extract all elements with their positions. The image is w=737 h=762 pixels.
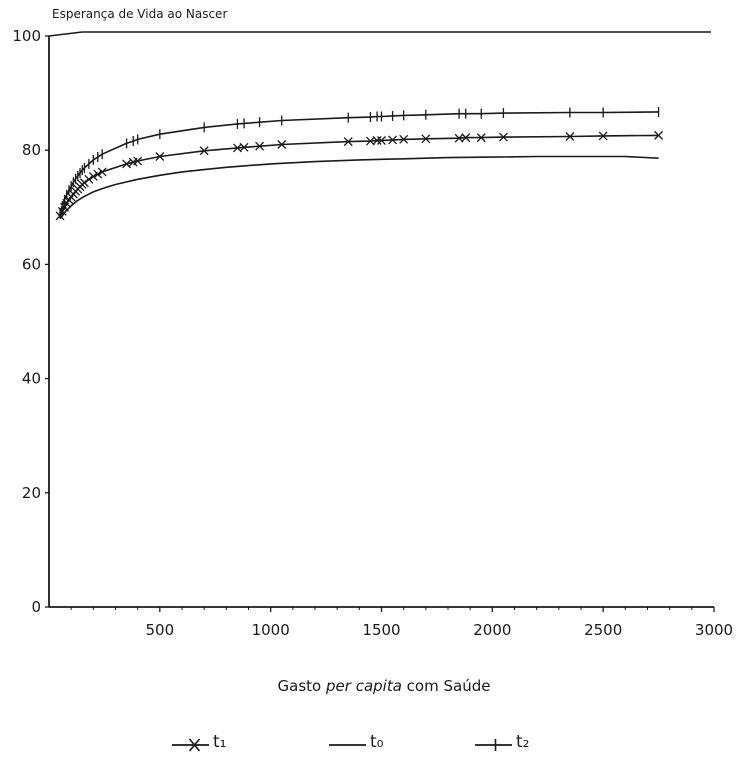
series-t1-point bbox=[255, 141, 265, 151]
y-tick-label: 60 bbox=[22, 255, 41, 273]
series-t0-line bbox=[59, 155, 659, 220]
y-tick-label: 100 bbox=[12, 27, 41, 45]
legend-marker bbox=[188, 738, 201, 752]
series-t1-point bbox=[399, 134, 409, 144]
series-t0 bbox=[59, 155, 659, 220]
y-tick-label: 40 bbox=[22, 370, 41, 388]
legend-item-t1: t₁ bbox=[172, 732, 226, 752]
x-axis-label-part-1: Gasto bbox=[278, 677, 326, 695]
series-t1-point bbox=[97, 167, 107, 177]
series-t1-point bbox=[565, 132, 575, 141]
y-tick-label: 0 bbox=[31, 598, 41, 616]
x-axis-label-part-2: per capita bbox=[325, 677, 402, 695]
series-t1-point bbox=[421, 134, 431, 144]
series-t1-point bbox=[277, 140, 287, 149]
series-t1-point bbox=[598, 131, 608, 141]
legend-label: t₁ bbox=[213, 732, 226, 752]
series-t1-point bbox=[498, 132, 508, 142]
y-axis-label: Esperança de Vida ao Nascer bbox=[52, 7, 227, 21]
x-tick-label: 1000 bbox=[252, 621, 290, 639]
legend-item-t2: t₂ bbox=[475, 732, 529, 752]
series-t1-point bbox=[155, 152, 165, 161]
x-tick-label: 2500 bbox=[584, 621, 622, 639]
legend-item-t0: t₀ bbox=[329, 732, 384, 752]
series-t1-point bbox=[461, 133, 471, 143]
series-t1 bbox=[55, 130, 664, 221]
legend-label: t₂ bbox=[516, 732, 529, 752]
x-tick-label: 500 bbox=[146, 621, 175, 639]
series-layer bbox=[55, 106, 664, 221]
legend: t₁ t₀ t₂ bbox=[172, 732, 529, 752]
x-axis-label: Gasto per capita com Saúde bbox=[278, 677, 491, 695]
series-t1-point bbox=[239, 142, 249, 152]
axes: 500 1000 1500 2000 2500 3000 0 20 40 60 80 100 bbox=[12, 27, 733, 639]
y-tick-label: 80 bbox=[22, 141, 41, 159]
series-t1-point bbox=[654, 130, 664, 140]
series-t1-point bbox=[377, 136, 386, 145]
series-t2-line bbox=[59, 111, 659, 214]
legend-label: t₀ bbox=[370, 732, 384, 752]
series-t1-point bbox=[88, 172, 98, 181]
x-tick-label: 3000 bbox=[695, 621, 733, 639]
y-tick-label: 20 bbox=[22, 484, 41, 502]
x-tick-label: 2000 bbox=[473, 621, 511, 639]
series-t1-line bbox=[59, 134, 659, 217]
series-t1-point bbox=[388, 135, 398, 145]
series-t2 bbox=[59, 106, 660, 219]
series-t1-point bbox=[80, 178, 89, 188]
x-tick-label: 1500 bbox=[362, 621, 400, 639]
top-border-line-left bbox=[48, 31, 83, 37]
series-t1-point bbox=[343, 137, 353, 147]
x-axis-label-part-3: com Saúde bbox=[402, 677, 491, 695]
series-t1-point bbox=[84, 174, 94, 184]
series-t1-point bbox=[133, 156, 143, 166]
series-t1-point bbox=[122, 159, 132, 169]
series-t1-point bbox=[476, 133, 486, 143]
series-t1-point bbox=[199, 146, 209, 156]
series-t1-point bbox=[93, 169, 103, 179]
